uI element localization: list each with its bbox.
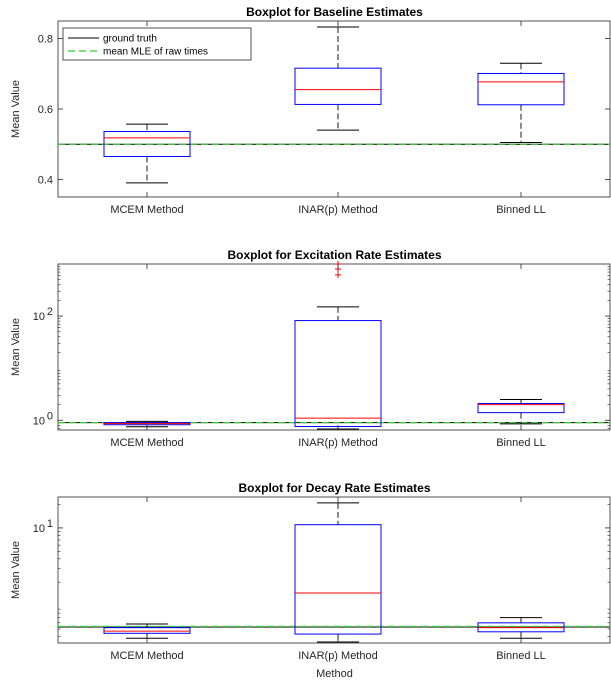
iqr-box (294, 67, 382, 105)
x-tick-label: INAR(p) Method (298, 204, 377, 216)
x-tick-label: MCEM Method (110, 650, 183, 662)
iqr-box (103, 131, 191, 158)
box-2 (294, 502, 382, 643)
x-tick-label: INAR(p) Method (298, 650, 377, 662)
x-tick-label: Binned LL (496, 650, 546, 662)
chart-title: Boxplot for Excitation Rate Estimates (227, 248, 441, 262)
iqr-box (477, 402, 565, 414)
legend-label-ground-truth: ground truth (103, 34, 157, 45)
legend: ground truth mean MLE of raw times (62, 27, 252, 61)
x-tick-label: Binned LL (496, 437, 546, 449)
chart-panel-3: Boxplot for Decay Rate Estimates Mean Val… (10, 481, 611, 680)
y-tick-label: 10 (33, 311, 45, 323)
axes-frame (57, 496, 611, 644)
box-3 (477, 62, 565, 143)
y-tick-label: 0.4 (38, 174, 53, 186)
x-tick-label: Binned LL (496, 204, 546, 216)
box-3 (477, 617, 565, 639)
box-1 (103, 123, 191, 184)
iqr-box (294, 524, 382, 635)
y-tick-label: 0.8 (38, 34, 53, 46)
box-3 (477, 399, 565, 425)
iqr-box (294, 320, 382, 427)
y-tick-label: 0.6 (38, 104, 53, 116)
x-tick-label: MCEM Method (110, 204, 183, 216)
iqr-box (103, 627, 191, 634)
x-axis-label: Method (316, 668, 353, 680)
x-tick-label: MCEM Method (110, 437, 183, 449)
y-tick-exponent: 2 (47, 306, 53, 318)
box-2 (294, 261, 382, 430)
y-tick-label: 10 (33, 415, 45, 427)
chart-title: Boxplot for Baseline Estimates (246, 5, 423, 19)
legend-label-mean-mle: mean MLE of raw times (103, 47, 208, 58)
outlier-marker (335, 271, 341, 278)
y-tick-label: 10 (33, 523, 45, 535)
legend-frame (62, 27, 252, 61)
axes-frame (57, 263, 611, 431)
iqr-box (477, 72, 565, 106)
y-tick-exponent: 0 (47, 410, 53, 422)
chart-panel-1: Boxplot for Baseline Estimates Mean Value… (10, 5, 611, 216)
box-2 (294, 26, 382, 131)
chart-title: Boxplot for Decay Rate Estimates (238, 481, 430, 495)
y-axis-label: Mean Value (10, 541, 22, 599)
y-axis-label: Mean Value (10, 80, 22, 138)
y-axis-label: Mean Value (10, 318, 22, 376)
chart-panel-2: Boxplot for Excitation Rate Estimates Mea… (10, 248, 611, 449)
x-tick-label: INAR(p) Method (298, 437, 377, 449)
y-tick-exponent: 1 (47, 518, 53, 530)
